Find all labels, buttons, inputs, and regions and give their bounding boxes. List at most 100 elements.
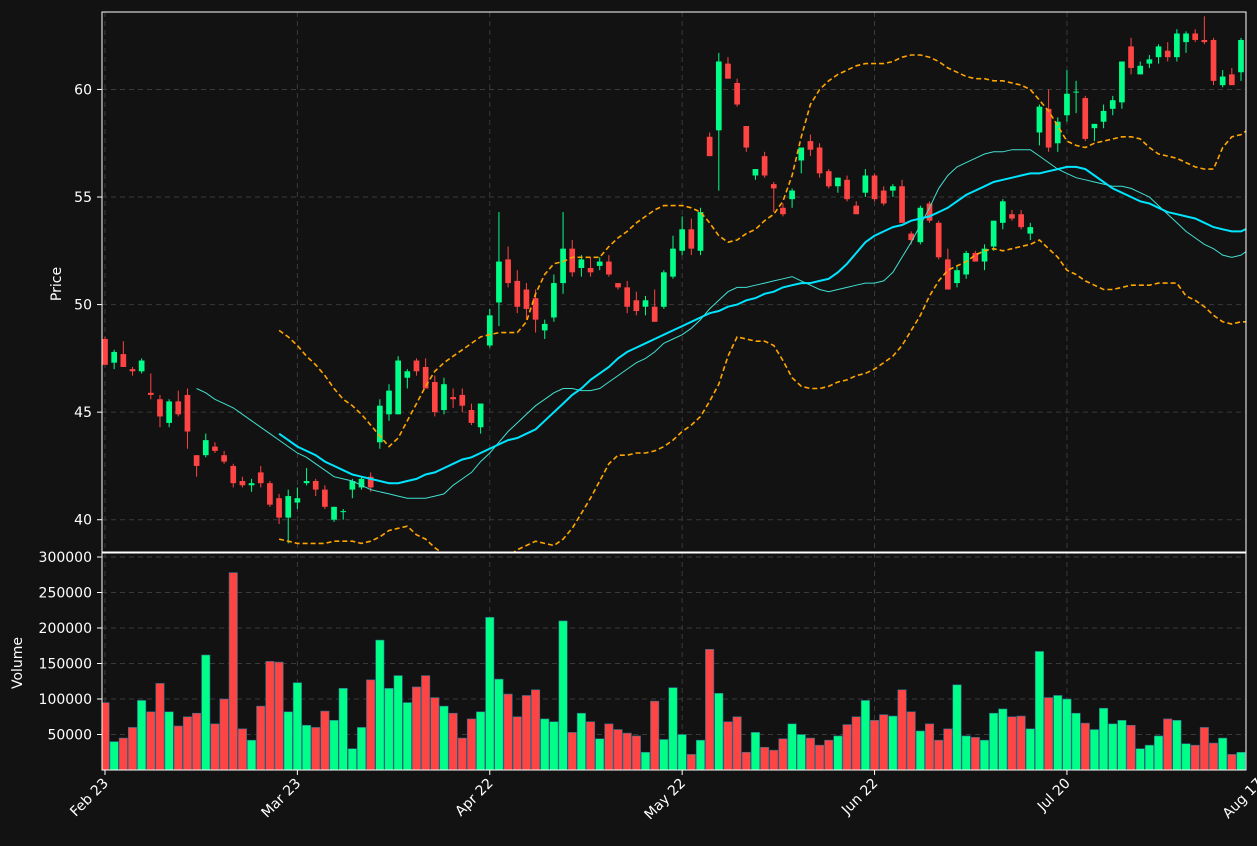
candle-body bbox=[496, 261, 502, 303]
volume-bar bbox=[961, 735, 971, 770]
volume-bar bbox=[631, 735, 641, 770]
lower-band-line bbox=[278, 239, 1246, 552]
candle-body bbox=[1137, 65, 1144, 75]
candle-body bbox=[486, 315, 493, 346]
candle-body bbox=[1228, 74, 1235, 86]
candle-body bbox=[642, 300, 649, 307]
candle-body bbox=[157, 399, 163, 417]
candle-body bbox=[1082, 98, 1089, 139]
candle-body bbox=[981, 248, 988, 262]
volume-bar bbox=[466, 718, 476, 770]
volume-bar bbox=[320, 710, 330, 770]
candle-body bbox=[477, 403, 484, 428]
volume-ytick-label: 200000 bbox=[39, 621, 92, 637]
volume-bar bbox=[705, 648, 715, 770]
volume-bar bbox=[650, 700, 660, 770]
candle-body bbox=[624, 287, 631, 307]
candle-body bbox=[285, 496, 292, 518]
volume-bar bbox=[476, 711, 486, 770]
volume-bar bbox=[1016, 715, 1026, 770]
volume-bar bbox=[109, 741, 119, 770]
candle-body bbox=[367, 476, 374, 488]
candle-body bbox=[202, 440, 209, 456]
candle-body bbox=[450, 397, 456, 400]
candle-body bbox=[871, 175, 878, 200]
volume-bar bbox=[1089, 729, 1099, 770]
candle-body bbox=[862, 175, 869, 193]
volume-bar bbox=[1227, 754, 1237, 770]
candle-body bbox=[441, 384, 447, 411]
candle-body bbox=[1183, 33, 1189, 43]
candle-body bbox=[248, 483, 255, 486]
candle-body bbox=[166, 401, 172, 423]
volume-bar bbox=[915, 730, 925, 770]
volume-bar bbox=[989, 712, 999, 770]
candle-body bbox=[844, 179, 850, 200]
volume-bar bbox=[714, 693, 724, 770]
volume-bar bbox=[695, 739, 705, 770]
price-panel-frame bbox=[101, 11, 1247, 553]
volume-bar bbox=[1080, 722, 1090, 770]
volume-bar bbox=[815, 744, 825, 770]
candle-body bbox=[780, 207, 786, 215]
volume-bar bbox=[402, 702, 412, 770]
upper-band-line bbox=[278, 54, 1246, 448]
candle-body bbox=[697, 212, 704, 251]
candle-body bbox=[257, 472, 264, 484]
candle-body bbox=[633, 300, 640, 312]
xtick-label: Jun 22 bbox=[838, 776, 881, 819]
volume-ytick-label: 100000 bbox=[39, 692, 92, 708]
volume-bar bbox=[1126, 724, 1136, 770]
candle-body bbox=[541, 323, 548, 331]
volume-bar bbox=[943, 728, 953, 770]
volume-bar bbox=[485, 617, 495, 770]
candle-body bbox=[1201, 39, 1208, 43]
volume-bar bbox=[1108, 723, 1118, 770]
candle-body bbox=[468, 410, 475, 423]
price-axis-label: Price bbox=[49, 267, 65, 301]
candle-body bbox=[715, 61, 722, 131]
volume-bar bbox=[201, 654, 211, 770]
volume-bar bbox=[888, 715, 898, 770]
candle-body bbox=[322, 489, 328, 507]
candle-body bbox=[459, 394, 466, 406]
volume-bar bbox=[970, 737, 980, 770]
volume-bar bbox=[622, 732, 632, 770]
volume-bar bbox=[430, 697, 440, 770]
candle-body bbox=[944, 259, 951, 290]
volume-bar bbox=[540, 718, 550, 770]
candle-body bbox=[670, 248, 676, 277]
volume-bar bbox=[512, 716, 522, 770]
candle-body bbox=[798, 147, 805, 161]
candle-body bbox=[212, 446, 218, 451]
candle-body bbox=[606, 261, 612, 275]
volume-bar bbox=[979, 739, 989, 770]
volume-bar bbox=[604, 723, 614, 770]
volume-bar bbox=[1044, 697, 1054, 770]
candle-body bbox=[615, 283, 621, 288]
volume-bar bbox=[668, 687, 678, 770]
candle-body bbox=[376, 405, 383, 443]
volume-bar bbox=[384, 688, 394, 770]
volume-bar bbox=[457, 737, 467, 770]
candle-body bbox=[963, 252, 970, 275]
candle-body bbox=[111, 351, 118, 363]
volume-bar bbox=[531, 689, 541, 770]
volume-bar bbox=[1117, 719, 1127, 770]
volume-bar bbox=[118, 737, 128, 770]
volume-bar bbox=[1199, 727, 1209, 770]
candle-body bbox=[102, 339, 108, 365]
volume-bar bbox=[870, 719, 880, 770]
volume-bar bbox=[292, 682, 302, 770]
volume-bar bbox=[787, 723, 797, 770]
candle-body bbox=[1210, 39, 1217, 81]
candle-body bbox=[972, 252, 979, 262]
volume-ytick-label: 250000 bbox=[39, 586, 92, 602]
candle-body bbox=[184, 394, 191, 432]
price-ytick-label: 40 bbox=[74, 513, 92, 529]
volume-bar bbox=[357, 727, 367, 770]
volume-bar bbox=[741, 751, 751, 770]
volume-bar bbox=[1071, 712, 1081, 770]
volume-bar bbox=[549, 721, 559, 770]
